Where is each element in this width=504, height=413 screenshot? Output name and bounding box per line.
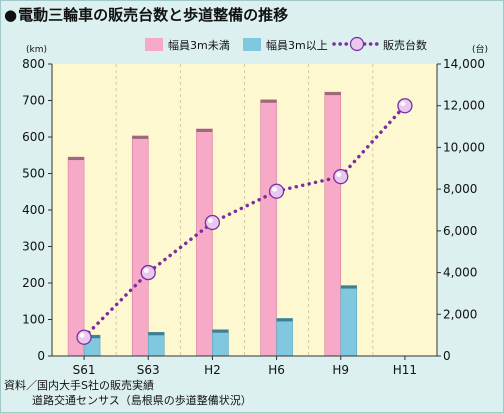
bar-wide-S63 [147,331,165,357]
sales-point-highlight [336,172,342,178]
x-tick-label: H6 [268,363,285,377]
bar-narrow-S63 [131,135,149,357]
bar-narrow-top-S61 [68,157,85,161]
right-tick-label: 14,000 [443,57,485,71]
right-tick-label: 12,000 [443,99,485,113]
right-tick-label: 4,000 [443,266,477,280]
bar-narrow-H6 [260,99,277,357]
left-tick-label: 300 [22,240,45,254]
bar-wide-top-H2 [212,329,229,333]
bar-wide-top-S61 [84,335,101,339]
sales-point-H2 [204,214,221,231]
bar-narrow-H9 [324,91,342,357]
bar-narrow-top-S63 [132,135,149,139]
right-tick-label: 6,000 [443,224,477,238]
title-text: 電動三輪車の販売台数と歩道整備の推移 [18,6,289,24]
bar-wide-top-S63 [148,332,165,336]
x-tick-label: S61 [73,363,96,377]
left-tick-label: 100 [22,313,45,327]
legend-label-sales: 販売台数 [383,38,427,52]
x-tick-label: H9 [332,363,349,377]
bar-narrow-H2 [196,128,213,357]
left-axis-unit: (km) [26,45,47,55]
bar-narrow-top-H6 [260,99,277,103]
bar-wide-top-H9 [340,285,357,289]
bar-narrow-top-H9 [324,92,341,96]
sales-point-highlight [143,268,149,274]
x-tick-label: S63 [137,363,160,377]
legend-swatch-narrow [145,38,163,51]
chart-title: ●電動三輪車の販売台数と歩道整備の推移 [4,2,288,28]
sales-point-highlight [272,186,278,192]
bar-wide-H9 [340,285,358,357]
legend-swatch-point [349,36,365,52]
sales-point-H6 [268,183,285,199]
title-bullet: ● [4,6,18,24]
sales-point-H9 [333,168,349,185]
left-tick-label: 200 [22,276,45,290]
left-tick-label: 600 [22,130,45,144]
right-tick-label: 10,000 [443,140,485,154]
source-line-1: 資料／国内大手S社の販売実績 [4,379,154,392]
legend-label-wide: 幅員3m以上 [266,39,328,52]
source-note: 資料／国内大手S社の販売実績 道路交通センサス（島根県の歩道整備状況） [4,378,252,408]
left-tick-label: 0 [37,349,45,363]
x-tick-label: H11 [393,363,417,377]
right-tick-label: 2,000 [443,307,477,321]
x-tick-label: H2 [204,363,221,377]
sales-point-S61 [76,329,92,345]
left-tick-label: 700 [22,94,45,108]
right-tick-label: 8,000 [443,182,477,196]
bar-narrow-top-H2 [196,128,213,132]
source-line-2: 道路交通センサス（島根県の歩道整備状況） [32,394,252,407]
left-tick-label: 500 [22,167,45,181]
sales-point-highlight [79,332,85,338]
left-tick-label: 400 [22,203,45,217]
bar-narrow-S61 [67,156,85,357]
legend-label-narrow: 幅員3m未満 [168,39,230,52]
left-tick-label: 800 [22,57,45,71]
bar-wide-H2 [212,329,229,357]
legend-swatch-wide [243,38,261,51]
sales-point-H11 [397,98,413,114]
right-tick-label: 0 [443,349,451,363]
right-axis-unit: (台) [472,43,488,55]
bar-wide-top-H6 [276,318,293,322]
bar-wide-H6 [276,318,293,357]
sales-point-S63 [140,264,156,281]
sales-point-highlight [400,101,406,107]
sales-point-highlight [207,218,213,224]
